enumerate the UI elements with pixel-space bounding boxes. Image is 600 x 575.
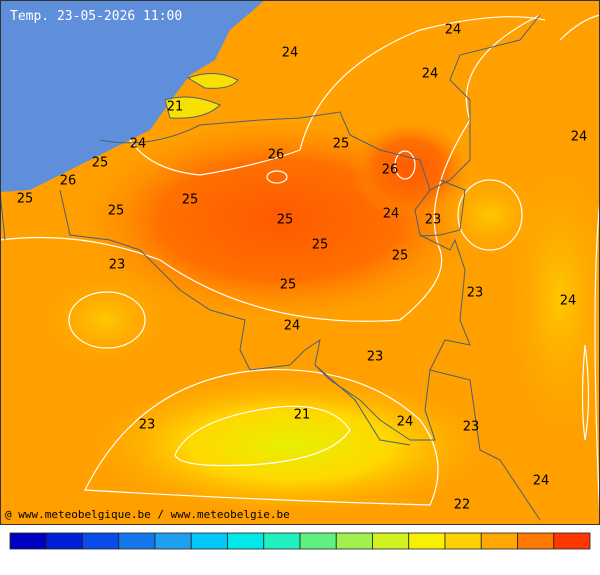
temperature-label: 26 bbox=[268, 148, 285, 163]
temperature-label: 25 bbox=[333, 137, 350, 152]
temperature-label: 26 bbox=[382, 163, 399, 178]
temperature-label: 23 bbox=[367, 350, 384, 365]
temperature-label: 24 bbox=[282, 46, 299, 61]
colorbar-segment bbox=[372, 532, 410, 550]
colorbar-segment bbox=[408, 532, 446, 550]
temperature-label: 24 bbox=[571, 130, 588, 145]
temperature-label: 23 bbox=[109, 258, 126, 273]
sea bbox=[0, 0, 265, 192]
temperature-label: 24 bbox=[383, 207, 400, 222]
isotherm bbox=[68, 291, 146, 349]
cool-zone bbox=[90, 375, 490, 515]
isotherm bbox=[394, 150, 416, 180]
temperature-label: 23 bbox=[467, 286, 484, 301]
colorbar-segment bbox=[190, 532, 228, 550]
isotherm bbox=[581, 344, 590, 441]
temperature-label: 22 bbox=[454, 498, 471, 513]
isotherm bbox=[129, 16, 546, 176]
colorbar-segment bbox=[263, 532, 301, 550]
colorbar-segment bbox=[480, 532, 518, 550]
temperature-label: 21 bbox=[167, 100, 184, 115]
temperature-label: 25 bbox=[92, 156, 109, 171]
map-title: Temp. 23-05-2026 11:00 bbox=[10, 9, 182, 24]
island bbox=[164, 73, 239, 119]
colorbar-segment bbox=[9, 532, 47, 550]
colorbar-segment bbox=[299, 532, 337, 550]
temperature-labels: 24 24 24 21 24 25 26 25 26 25 26 24 25 25 25 24 23 25 25 23… bbox=[17, 23, 588, 513]
temperature-label: 25 bbox=[277, 213, 294, 228]
temperature-label: 24 bbox=[284, 319, 301, 334]
colorbar-segment bbox=[82, 532, 120, 550]
temperature-label: 21 bbox=[294, 408, 311, 423]
isotherm bbox=[457, 179, 523, 251]
isotherm bbox=[174, 405, 351, 467]
isotherm bbox=[559, 14, 600, 521]
border bbox=[59, 111, 471, 441]
temperature-label: 24 bbox=[397, 415, 414, 430]
colorbar-segment bbox=[227, 532, 265, 550]
cool-zone bbox=[35, 270, 175, 370]
temperature-label: 24 bbox=[130, 137, 147, 152]
temperature-label: 25 bbox=[17, 192, 34, 207]
temperature-label: 24 bbox=[445, 23, 462, 38]
colorbar-segment bbox=[517, 532, 555, 550]
isotherm bbox=[0, 14, 541, 322]
temperature-label: 23 bbox=[139, 418, 156, 433]
temperature-label: 25 bbox=[108, 204, 125, 219]
colorbar-segment bbox=[154, 532, 192, 550]
temperature-label: 23 bbox=[463, 420, 480, 435]
colorbar bbox=[9, 532, 591, 550]
temperature-label: 24 bbox=[560, 294, 577, 309]
cool-zone bbox=[500, 150, 600, 450]
isotherm bbox=[84, 368, 439, 506]
temperature-label: 25 bbox=[182, 193, 199, 208]
colorbar-segment bbox=[45, 532, 83, 550]
credit: @ www.meteobelgique.be / www.meteobelgie… bbox=[5, 508, 290, 521]
temperature-label: 25 bbox=[280, 278, 297, 293]
colorbar-segment bbox=[335, 532, 373, 550]
temperature-label: 24 bbox=[422, 67, 439, 82]
temperature-label: 25 bbox=[392, 249, 409, 264]
temperature-label: 24 bbox=[533, 474, 550, 489]
temperature-label: 26 bbox=[60, 174, 77, 189]
border bbox=[0, 14, 541, 521]
temperature-label: 23 bbox=[425, 213, 442, 228]
colorbar-segment bbox=[553, 532, 591, 550]
colorbar-segment bbox=[118, 532, 156, 550]
colorbar-segment bbox=[444, 532, 482, 550]
temperature-label: 25 bbox=[312, 238, 329, 253]
isotherm bbox=[266, 170, 288, 184]
